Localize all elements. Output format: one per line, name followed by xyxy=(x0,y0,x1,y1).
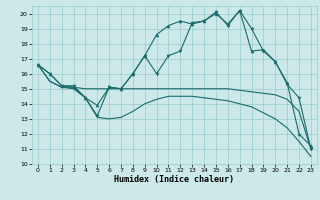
X-axis label: Humidex (Indice chaleur): Humidex (Indice chaleur) xyxy=(115,175,234,184)
